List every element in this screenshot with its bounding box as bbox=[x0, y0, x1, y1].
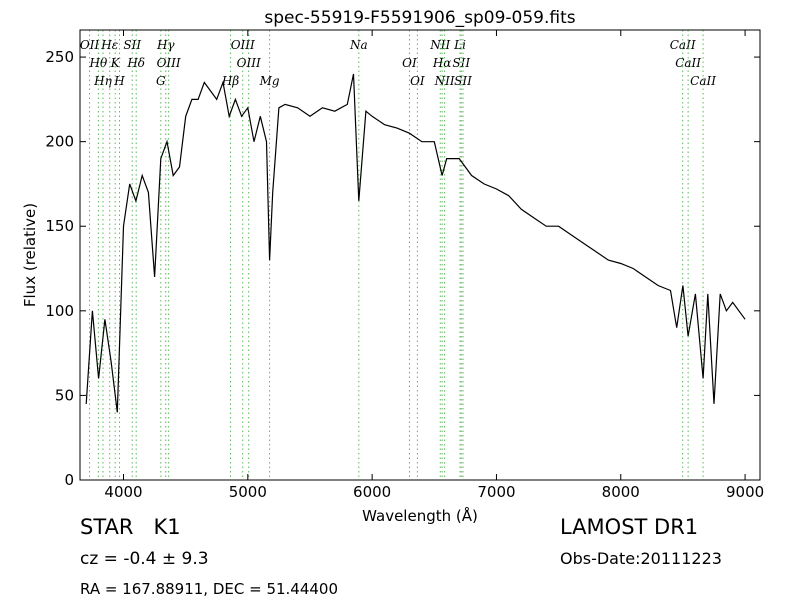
x-tick-label: 4000 bbox=[104, 483, 142, 501]
y-tick-label: 50 bbox=[55, 386, 74, 404]
x-tick-label: 5000 bbox=[229, 483, 267, 501]
spectral-line-label: Na bbox=[349, 38, 368, 52]
spectral-line-label: Li bbox=[453, 38, 466, 52]
spectrum-line bbox=[85, 73, 746, 413]
coords-label: RA = 167.88911, DEC = 51.44400 bbox=[80, 580, 338, 598]
x-tick-label: 9000 bbox=[726, 483, 764, 501]
y-tick-label: 100 bbox=[45, 302, 74, 320]
redshift-label: cz = -0.4 ± 9.3 bbox=[80, 549, 209, 569]
spectral-line-label: Hγ bbox=[156, 38, 175, 52]
y-tick-label: 250 bbox=[45, 48, 74, 66]
spectral-line-label: SII bbox=[452, 56, 470, 70]
survey-label: LAMOST DR1 bbox=[560, 515, 698, 539]
spectral-line-label: Hβ bbox=[221, 74, 239, 88]
spectral-line-label: Hδ bbox=[126, 56, 145, 70]
spectral-line-label: K bbox=[110, 56, 121, 70]
spectral-line-label: Hα bbox=[432, 56, 452, 70]
x-tick-label: 6000 bbox=[353, 483, 391, 501]
spectral-line-label: CaII bbox=[690, 74, 716, 88]
spectral-line-label: Mg bbox=[259, 74, 280, 88]
x-axis-label: Wavelength (Å) bbox=[362, 506, 478, 525]
y-tick-label: 200 bbox=[45, 133, 74, 151]
spectral-line-label: OIII bbox=[157, 56, 181, 70]
spectral-line-label: SII bbox=[123, 38, 141, 52]
x-tick-label: 7000 bbox=[477, 483, 515, 501]
spectral-line-label: CaII bbox=[670, 38, 696, 52]
y-axis-label: Flux (relative) bbox=[21, 203, 39, 307]
spectral-line-label: Hη bbox=[93, 74, 112, 88]
object-label: STAR K1 bbox=[80, 515, 181, 539]
spectral-line-label: OI bbox=[402, 56, 417, 70]
spectral-line-label: OI bbox=[410, 74, 425, 88]
plot-frame bbox=[79, 29, 761, 481]
spectral-line-label: Hε bbox=[100, 38, 118, 52]
y-tick-label: 0 bbox=[64, 471, 74, 489]
spectral-line-label: NII bbox=[429, 38, 450, 52]
spectral-line-label: CaII bbox=[675, 56, 701, 70]
spectral-line-label: OIII bbox=[237, 56, 261, 70]
spectral-line-label: NII bbox=[434, 74, 455, 88]
spectral-line-label: SII bbox=[454, 74, 472, 88]
x-tick-label: 8000 bbox=[602, 483, 640, 501]
spectral-line-label: H bbox=[113, 74, 125, 88]
y-tick-label: 150 bbox=[45, 217, 74, 235]
spectral-line-label: OIII bbox=[231, 38, 255, 52]
spectral-line-label: G bbox=[156, 74, 166, 88]
chart-title: spec-55919-F5591906_sp09-059.fits bbox=[264, 8, 575, 28]
date-label: Obs-Date:20111223 bbox=[560, 549, 722, 568]
spectral-line-label: OII bbox=[80, 38, 100, 52]
spectral-line-label: Hθ bbox=[89, 56, 108, 70]
